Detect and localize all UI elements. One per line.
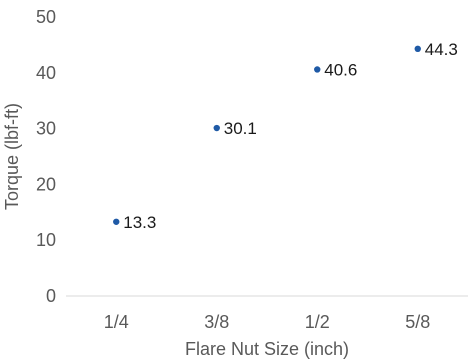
x-axis-ticks: 1/4 3/8 1/2 5/8 bbox=[104, 312, 431, 332]
data-point bbox=[314, 66, 321, 73]
data-label: 30.1 bbox=[224, 119, 257, 138]
data-labels: 13.3 30.1 40.6 44.3 bbox=[123, 40, 458, 232]
x-tick-label: 1/2 bbox=[305, 312, 330, 332]
data-point bbox=[213, 124, 220, 132]
data-points bbox=[113, 45, 421, 225]
y-tick-label: 0 bbox=[46, 286, 56, 306]
y-axis-ticks: 0 10 20 30 40 50 bbox=[36, 7, 56, 306]
y-tick-label: 40 bbox=[36, 63, 56, 83]
data-label: 40.6 bbox=[324, 60, 357, 79]
x-tick-label: 3/8 bbox=[204, 312, 229, 332]
data-label: 13.3 bbox=[123, 213, 156, 232]
y-tick-label: 30 bbox=[36, 119, 56, 139]
y-tick-label: 50 bbox=[36, 7, 56, 27]
data-label: 44.3 bbox=[425, 40, 458, 59]
y-tick-label: 10 bbox=[36, 230, 56, 250]
x-axis-title: Flare Nut Size (inch) bbox=[185, 339, 349, 359]
y-tick-label: 20 bbox=[36, 174, 56, 194]
data-point bbox=[113, 218, 120, 225]
x-tick-label: 5/8 bbox=[405, 312, 430, 332]
x-tick-label: 1/4 bbox=[104, 312, 129, 332]
y-axis-title: Torque (lbf-ft) bbox=[2, 103, 22, 210]
data-point bbox=[414, 45, 421, 53]
